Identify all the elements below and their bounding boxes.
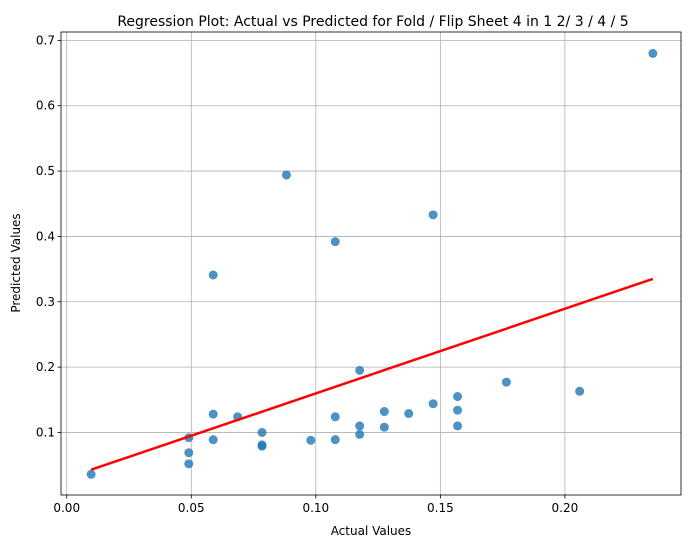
y-tick-label: 0.6 xyxy=(36,99,55,113)
x-axis-label: Actual Values xyxy=(331,524,412,538)
data-point xyxy=(257,440,267,450)
data-point xyxy=(355,365,365,375)
data-point xyxy=(404,409,414,419)
regression-line xyxy=(90,277,654,471)
plot-frame xyxy=(60,31,682,496)
data-point xyxy=(281,170,291,180)
data-point xyxy=(355,429,365,439)
data-point xyxy=(208,409,218,419)
x-tick-label: 0.20 xyxy=(552,501,579,515)
x-tick-label: 0.10 xyxy=(302,501,329,515)
data-point xyxy=(428,210,438,220)
data-point xyxy=(184,459,194,469)
data-point xyxy=(575,386,585,396)
data-point xyxy=(453,405,463,415)
y-axis-label: Predicted Values xyxy=(9,213,23,312)
data-point xyxy=(208,270,218,280)
grid-lines xyxy=(61,32,681,495)
data-point xyxy=(184,448,194,458)
y-tick-label: 0.3 xyxy=(36,295,55,309)
y-tick-label: 0.7 xyxy=(36,33,55,47)
data-point xyxy=(453,392,463,402)
x-tick-label: 0.05 xyxy=(178,501,205,515)
data-point xyxy=(306,435,316,445)
y-tick-label: 0.2 xyxy=(36,360,55,374)
chart-title: Regression Plot: Actual vs Predicted for… xyxy=(117,14,628,30)
y-tick-label: 0.1 xyxy=(36,425,55,439)
data-point xyxy=(501,377,511,387)
data-point xyxy=(330,237,340,247)
data-points xyxy=(86,48,658,479)
data-point xyxy=(330,412,340,422)
data-point xyxy=(208,435,218,445)
y-tick-label: 0.5 xyxy=(36,164,55,178)
data-point xyxy=(355,421,365,431)
x-tick-label: 0.00 xyxy=(53,501,80,515)
data-point xyxy=(453,421,463,431)
x-tick-label: 0.15 xyxy=(427,501,454,515)
x-axis-ticks: 0.00 0.05 0.10 0.15 0.20 xyxy=(53,495,578,515)
data-point xyxy=(379,407,389,417)
y-tick-label: 0.4 xyxy=(36,229,55,243)
y-axis-ticks: 0.1 0.2 0.3 0.4 0.5 0.6 0.7 xyxy=(36,33,61,439)
data-point xyxy=(86,469,96,479)
data-point xyxy=(257,427,267,437)
data-point xyxy=(648,48,658,58)
data-point xyxy=(428,399,438,409)
data-point xyxy=(379,422,389,432)
regression-line-group xyxy=(90,277,654,471)
data-point xyxy=(330,435,340,445)
